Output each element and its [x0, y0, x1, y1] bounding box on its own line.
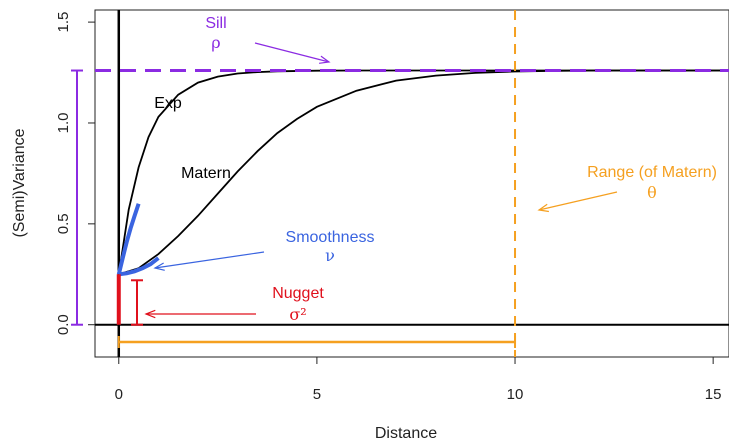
- series-line-matern: [118, 69, 729, 276]
- x-tick-label: 5: [313, 386, 321, 403]
- y-axis-title: (Semi)Variance: [11, 128, 28, 237]
- y-tick-label: 0.5: [55, 213, 72, 234]
- matern-curve-label: Matern: [181, 165, 231, 182]
- x-axis-title: Distance: [375, 425, 437, 442]
- smoothness-segment-0: [116, 203, 141, 275]
- sill-arrow-head: [319, 55, 331, 64]
- sill-arrow: [254, 42, 330, 63]
- smoothness-label: Smoothness: [286, 229, 375, 246]
- smoothness-arrow-head: [153, 262, 165, 271]
- smoothness-arrow: [154, 251, 265, 269]
- plot-frame: [94, 9, 729, 358]
- x-tick-label: 10: [507, 386, 524, 403]
- nugget-arrow-head: [144, 309, 156, 319]
- x-tick-label: 15: [705, 386, 722, 403]
- sill-symbol: ρ: [211, 33, 220, 52]
- smoothness-segment-1: [118, 256, 160, 277]
- smoothness-symbol: ν: [325, 246, 335, 265]
- range-arrow: [538, 191, 618, 211]
- nugget-symbol: σ²: [289, 305, 306, 324]
- exp-curve-label: Exp: [154, 95, 182, 112]
- y-tick-label: 1.5: [55, 12, 72, 33]
- x-tick-label: 0: [115, 386, 123, 403]
- nugget-label: Nugget: [272, 285, 324, 302]
- sill-label: Sill: [205, 15, 226, 32]
- range-arrow-head: [537, 203, 549, 213]
- range-symbol: θ: [647, 183, 657, 202]
- y-tick-label: 0.0: [55, 314, 72, 335]
- range-label: Range (of Matern): [587, 164, 717, 181]
- y-tick-label: 1.0: [55, 113, 72, 134]
